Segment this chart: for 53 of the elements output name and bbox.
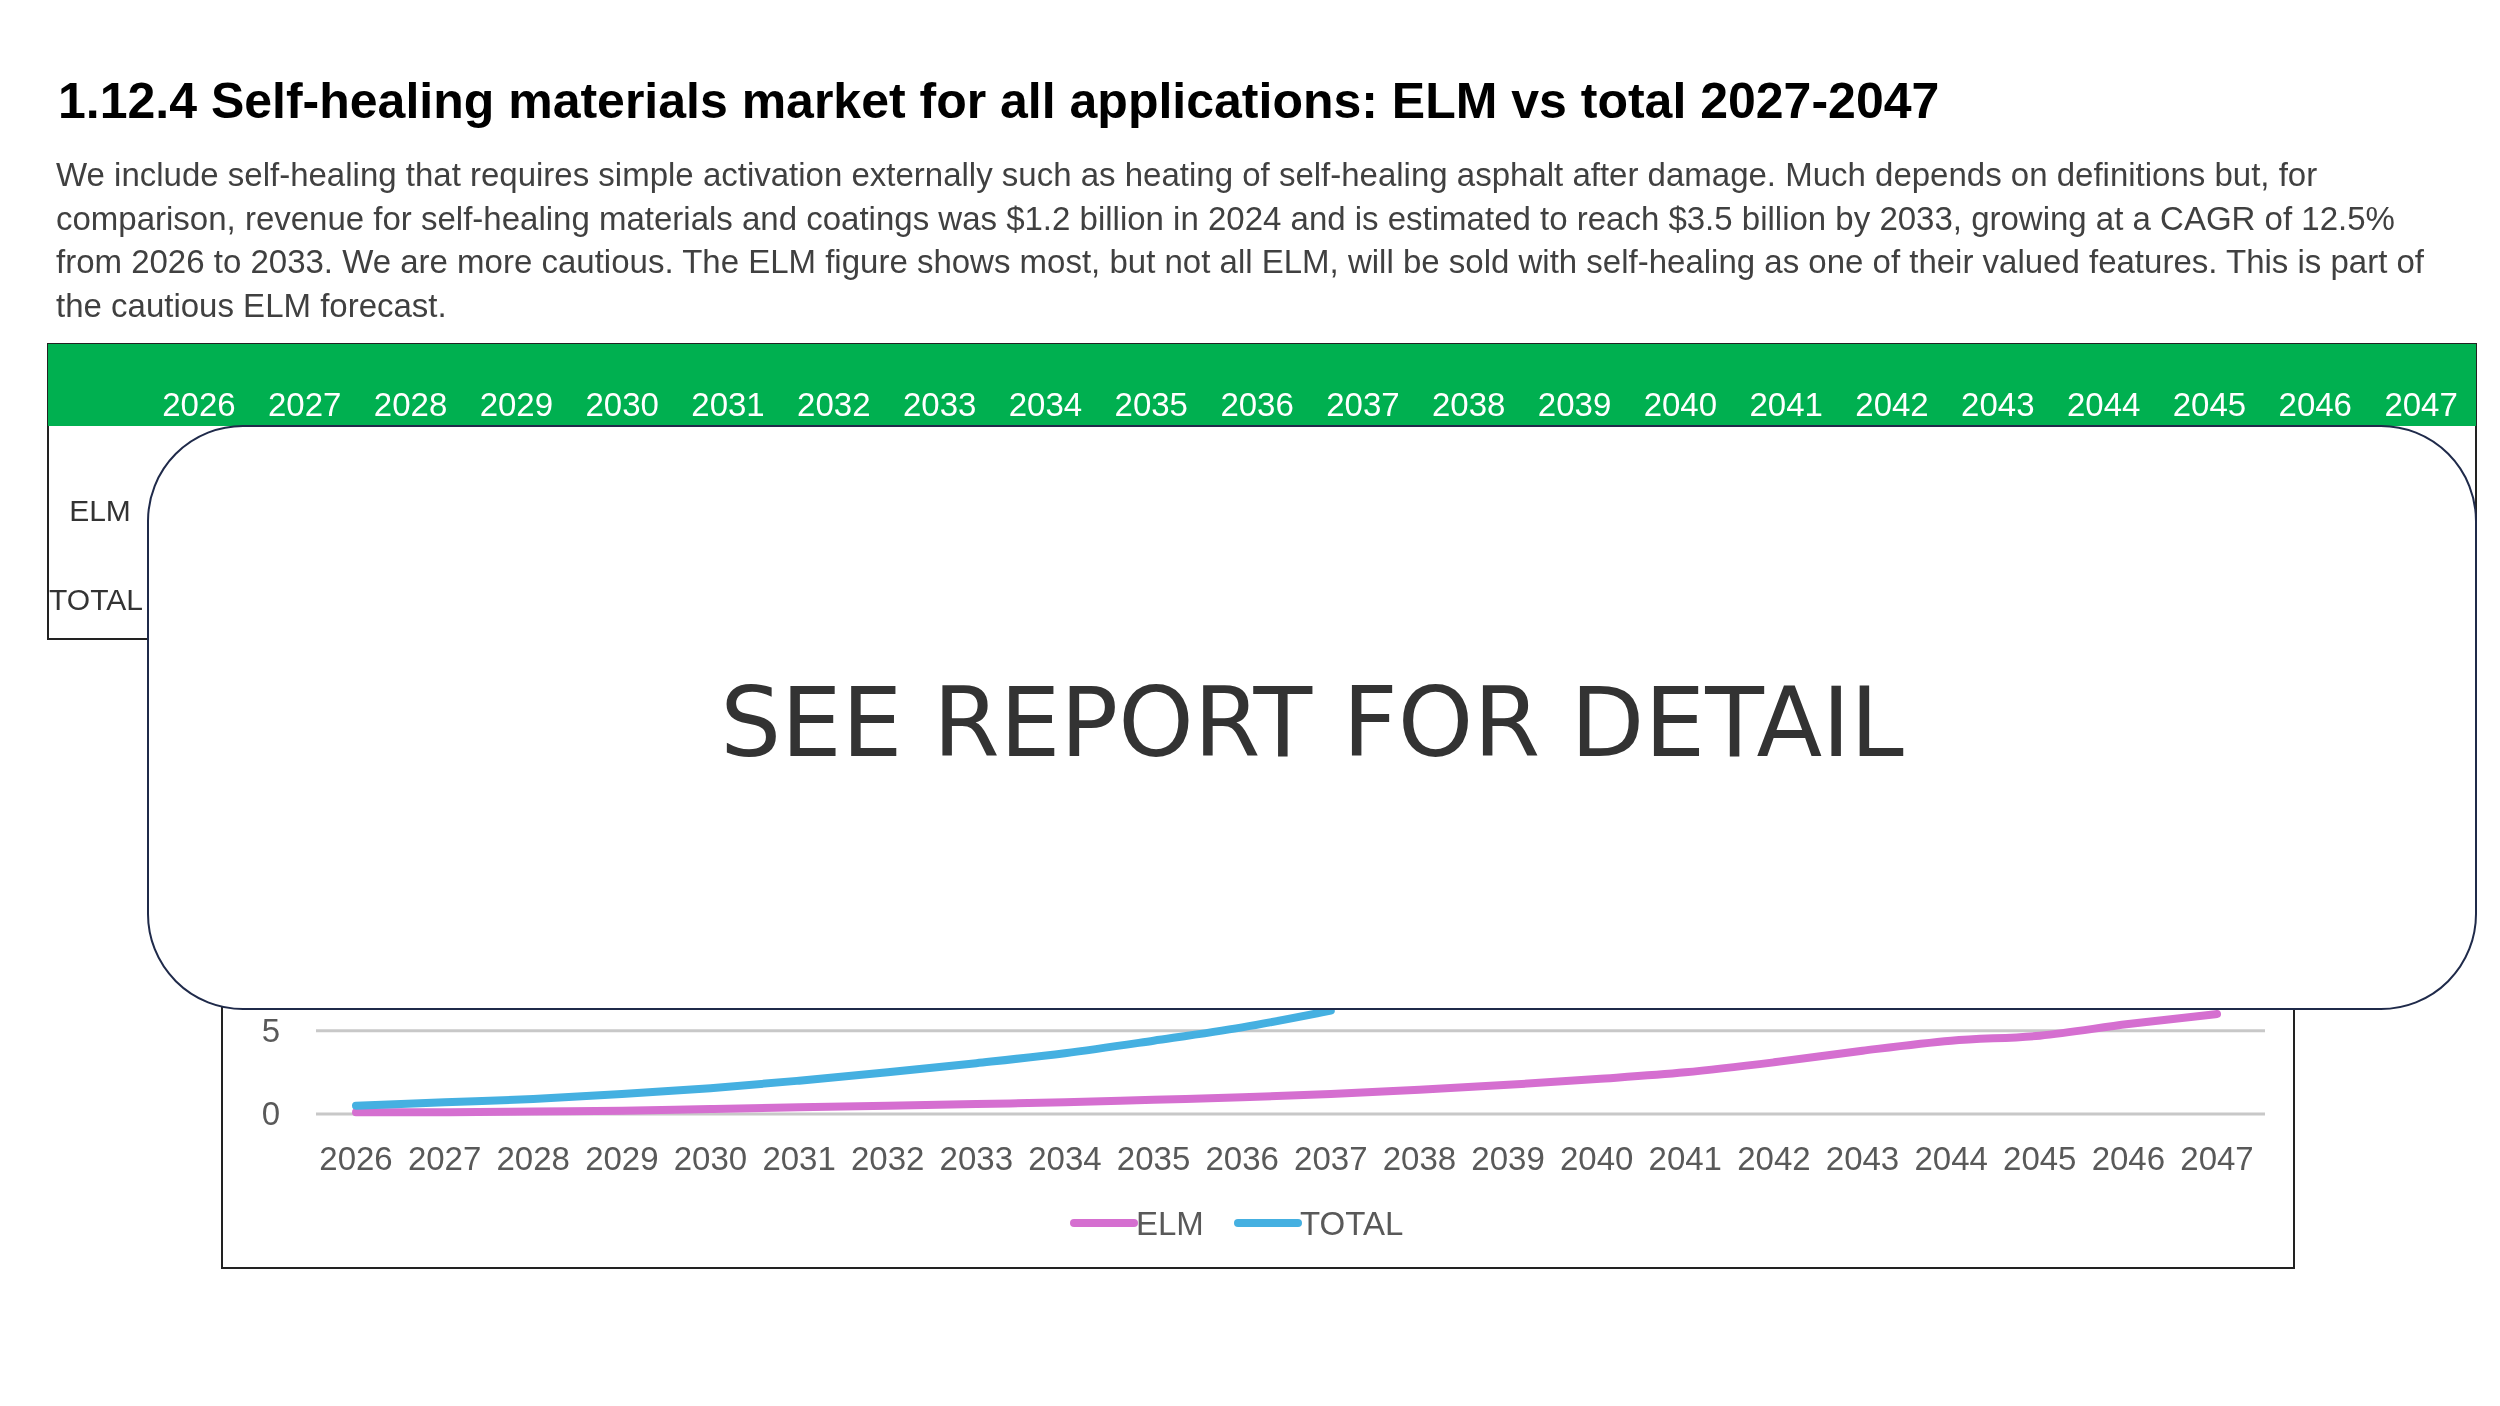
text: TOTAL [49,583,143,616]
category-label: 2047 [2384,386,2458,423]
text: ELM [69,494,131,527]
category-label: 2035 [1114,386,1188,423]
category-label: 2039 [1537,386,1612,423]
category-label: 2044 [2066,386,2141,423]
category-label: 2030 [585,386,659,423]
x-tick-label: 2041 [1648,1140,1722,1177]
chart-title: 1.12.4 Self-healing materials market for all applications: ELM vs total 2027-2047 [58,73,1940,129]
category-label: 2034 [1008,386,1083,423]
legend-label: ELM [1136,1205,1204,1242]
x-tick-label: 2036 [1205,1140,1279,1177]
x-tick-label: 2027 [407,1140,482,1177]
x-tick-label: 2029 [585,1140,659,1177]
category-label: 2027 [268,386,342,423]
x-tick-label: 2026 [319,1140,393,1177]
category-label: 2040 [1643,386,1718,423]
category-label: 2033 [902,386,977,423]
category-label: 2042 [1855,386,1929,423]
category-label: 2045 [2172,386,2247,423]
x-tick-label: 2045 [2003,1140,2077,1177]
y-tick-label: 5 [261,1011,280,1049]
chart-subtitle: We include self-healing that requires simple activation externally such as heating of self-healing asphalt after damage. Much depends on definitions but, for comparison, revenue for self-healing materials and coatings was $1.2 billion in 2024 and is estimated to reach $3.5 billion by 2033, growing at a CAGR of 12.5% from 2026 to 2033. We are more cautious. The ELM figure shows most, but not all ELM, will be sold with self-healing as one of their valued features. This is part of the cautious ELM forecast. [56,155,2426,326]
x-tick-label: 2031 [762,1140,836,1177]
category-label: 2036 [1220,386,1294,423]
x-tick-label: 2046 [2091,1140,2166,1177]
category-label: 2046 [2278,386,2352,423]
category-label: 2041 [1749,386,1823,423]
x-tick-label: 2032 [851,1140,925,1177]
x-tick-label: 2028 [496,1140,570,1177]
x-tick-label: 2040 [1559,1140,1634,1177]
category-label: 2028 [373,386,448,423]
category-label: 2026 [162,386,236,423]
x-tick-label: 2035 [1116,1140,1191,1177]
category-label: 2038 [1432,386,1506,423]
x-tick-label: 2039 [1471,1140,1545,1177]
x-tick-label: 2043 [1825,1140,1900,1177]
category-label: 2029 [479,386,554,423]
legend-label: TOTAL [1300,1205,1404,1242]
x-tick-label: 2044 [1914,1140,1988,1177]
x-tick-label: 2034 [1028,1140,1102,1177]
x-tick-label: 2030 [673,1140,748,1177]
category-label: 2043 [1961,386,2035,423]
category-label: 2032 [797,386,871,423]
category-label: 2031 [691,386,765,423]
y-tick-label: 0 [261,1095,280,1132]
x-tick-label: 2047 [2180,1140,2254,1177]
text: SEE REPORT FOR DETAIL [720,667,1904,779]
x-tick-label: 2042 [1737,1140,1811,1177]
category-label: 2037 [1326,386,1400,423]
x-tick-label: 2038 [1382,1140,1457,1177]
x-tick-label: 2033 [939,1140,1014,1177]
x-tick-label: 2037 [1294,1140,1368,1177]
